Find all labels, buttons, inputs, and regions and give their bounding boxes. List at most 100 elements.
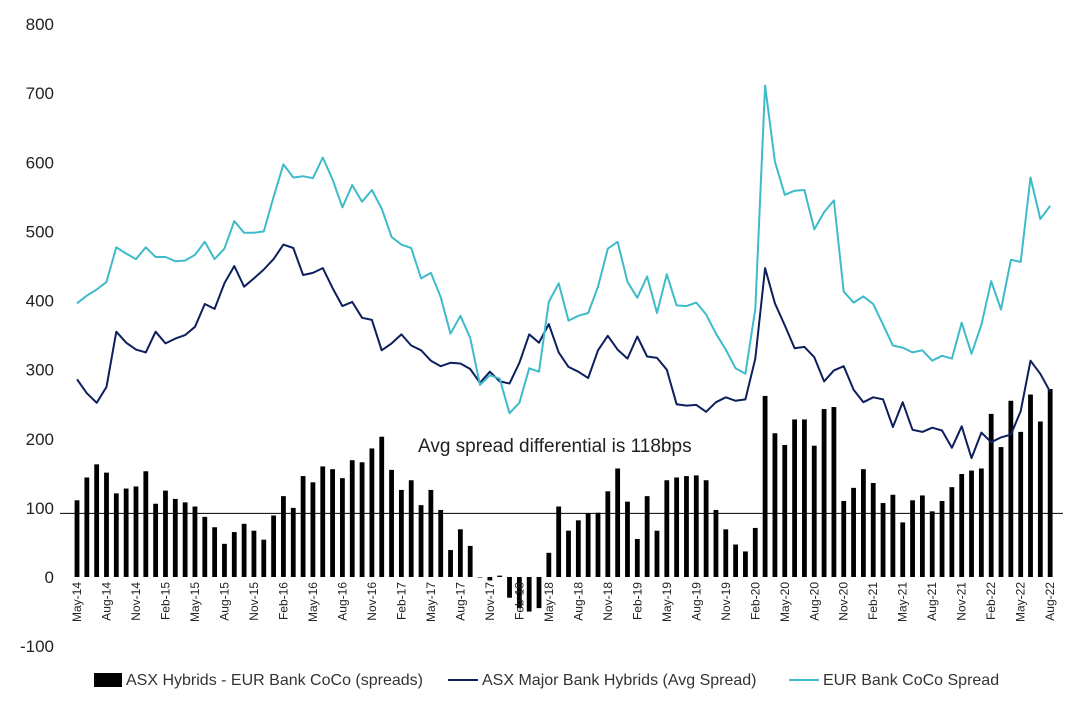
bar (310, 482, 316, 577)
bar (526, 577, 532, 612)
x-tick-label: Aug-20 (807, 582, 821, 621)
bar (340, 478, 345, 577)
bar (222, 543, 227, 577)
x-axis: May-14 Aug-14 Nov-14 Feb-15 May-15 Aug-15 Nov-… (70, 582, 1057, 622)
bar (300, 476, 306, 577)
bar (153, 503, 159, 577)
bar (811, 445, 817, 577)
bar (733, 544, 739, 577)
bar (919, 495, 925, 577)
y-tick-label: 600 (26, 153, 54, 172)
bar (261, 539, 267, 577)
y-tick-label: 100 (26, 499, 54, 518)
bar (792, 419, 797, 577)
legend: ASX Hybrids - EUR Bank CoCo (spreads) AS… (94, 672, 999, 689)
line-series-asx-major-bank-hybrids (76, 243, 1052, 460)
bar (664, 480, 670, 577)
legend-swatch-bar (94, 673, 122, 687)
bar (575, 520, 581, 577)
bar (408, 480, 414, 577)
bar (104, 472, 109, 577)
legend-label-asx-line: ASX Major Bank Hybrids (Avg Spread) (482, 672, 756, 689)
bar (605, 491, 611, 577)
bar (271, 515, 276, 577)
bar (851, 487, 856, 577)
x-tick-label: Aug-17 (453, 582, 467, 621)
bar (163, 490, 168, 577)
x-tick-label: May-20 (778, 582, 792, 622)
bar (684, 476, 689, 577)
bar (84, 477, 90, 577)
bar (349, 460, 355, 577)
bar (723, 529, 729, 577)
x-tick-label: Nov-14 (129, 582, 143, 621)
x-tick-label: Aug-19 (689, 582, 703, 621)
bar (546, 552, 552, 577)
y-tick-label: 0 (45, 568, 54, 587)
bar (929, 511, 935, 577)
bar (939, 500, 945, 577)
bar (595, 512, 601, 577)
x-tick-label: Nov-20 (837, 582, 851, 621)
line-series-eur-bank-coco-spread (76, 84, 1051, 415)
bar (585, 513, 591, 577)
bar-series-spread-differential (74, 389, 1053, 612)
y-tick-label: 200 (26, 430, 54, 449)
bar (556, 506, 562, 577)
bar (634, 538, 640, 577)
bar (949, 487, 955, 577)
bar (251, 530, 257, 577)
y-tick-label: 300 (26, 361, 54, 380)
x-tick-label: Aug-15 (217, 582, 231, 621)
bar (910, 500, 915, 577)
x-tick-label: May-17 (424, 582, 438, 622)
bar (398, 489, 404, 577)
bar (743, 551, 748, 577)
bar (861, 469, 866, 577)
x-tick-label: Feb-17 (394, 582, 408, 620)
bar (477, 577, 483, 578)
x-tick-label: May-19 (660, 582, 674, 622)
bar (1008, 400, 1014, 577)
legend-label-eur-line: EUR Bank CoCo Spread (823, 672, 999, 689)
bar (438, 509, 444, 577)
bar (497, 575, 503, 577)
bar (202, 516, 208, 577)
bar (802, 419, 807, 577)
x-tick-label: Nov-19 (719, 582, 733, 621)
bar (241, 523, 247, 577)
bar (998, 447, 1004, 577)
x-tick-label: Feb-22 (984, 582, 998, 620)
x-tick-label: May-16 (306, 582, 320, 622)
x-tick-label: May-22 (1014, 582, 1028, 622)
bar (880, 503, 886, 577)
x-tick-label: Aug-18 (571, 582, 585, 621)
bar (172, 498, 178, 577)
bar (418, 505, 424, 577)
bar (900, 522, 906, 577)
bar (693, 475, 699, 577)
bar (133, 486, 139, 577)
bar (978, 468, 984, 577)
bar (448, 550, 453, 577)
bar (379, 436, 385, 577)
annotation-avg-spread: Avg spread differential is 118bps (418, 436, 692, 457)
bar (487, 577, 493, 581)
bar (1047, 389, 1053, 577)
bar (1028, 394, 1033, 577)
bar (615, 468, 621, 577)
y-tick-label: 800 (26, 15, 54, 34)
bar (1037, 421, 1043, 577)
bar (428, 489, 434, 577)
bar (143, 471, 149, 577)
y-tick-label: 400 (26, 292, 54, 311)
x-tick-label: Aug-22 (1043, 582, 1057, 621)
bar (320, 466, 326, 577)
bar (703, 480, 709, 577)
bar (212, 527, 218, 577)
bar (507, 577, 512, 598)
bar (674, 477, 680, 577)
x-tick-label: Feb-19 (630, 582, 644, 620)
x-tick-label: May-21 (896, 582, 910, 622)
